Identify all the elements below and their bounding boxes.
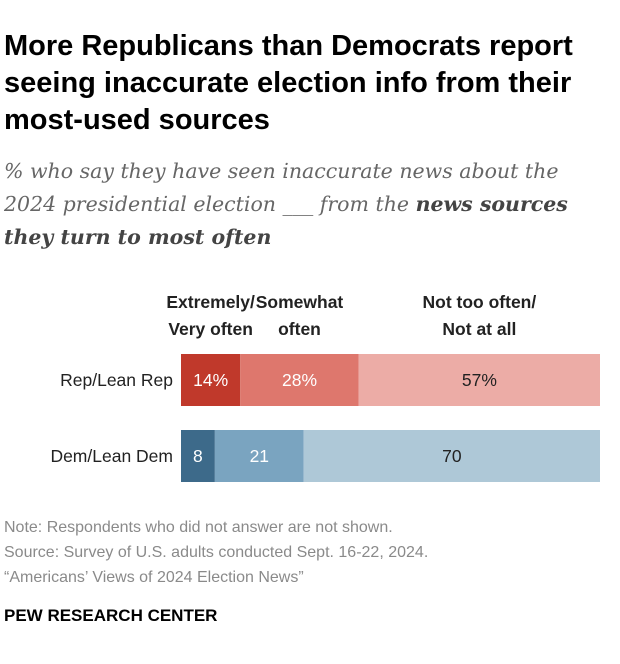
legend-label-1: Extremely/ <box>166 292 255 312</box>
category-label: Rep/Lean Rep <box>60 370 173 390</box>
data-label: 70 <box>442 446 462 466</box>
chart-subtitle: % who say they have seen inaccurate news… <box>4 155 614 254</box>
bar-segment <box>240 354 359 406</box>
legend-label-2: Somewhat <box>256 292 344 312</box>
report-title: “Americans’ Views of 2024 Election News” <box>4 569 304 586</box>
legend-label-2: often <box>278 319 321 339</box>
chart-notes: Note: Respondents who did not answer are… <box>4 515 614 590</box>
bar-segment <box>358 354 600 406</box>
legend-label-3: Not at all <box>442 319 516 339</box>
note-text: Note: Respondents who did not answer are… <box>4 519 393 536</box>
bar-segment <box>303 430 600 482</box>
bar-segment <box>181 430 215 482</box>
source-text: Source: Survey of U.S. adults conducted … <box>4 544 429 561</box>
legend-label-1: Very often <box>168 319 253 339</box>
bar-segment <box>181 354 241 406</box>
subtitle-emphasis: news sources they turn to most often <box>4 192 568 249</box>
bar-segment <box>214 430 304 482</box>
chart-title: More Republicans than Democrats report s… <box>4 30 573 136</box>
data-label: 14% <box>193 370 228 390</box>
data-label: 21 <box>250 446 269 466</box>
subtitle-text: % who say they have seen inaccurate news… <box>4 159 559 216</box>
data-label: 28% <box>282 370 317 390</box>
legend-label-3: Not too often/ <box>423 292 537 312</box>
data-label: 8 <box>193 446 203 466</box>
category-label: Dem/Lean Dem <box>50 446 173 466</box>
data-label: 57% <box>462 370 497 390</box>
brand-footer: PEW RESEARCH CENTER <box>4 606 218 625</box>
